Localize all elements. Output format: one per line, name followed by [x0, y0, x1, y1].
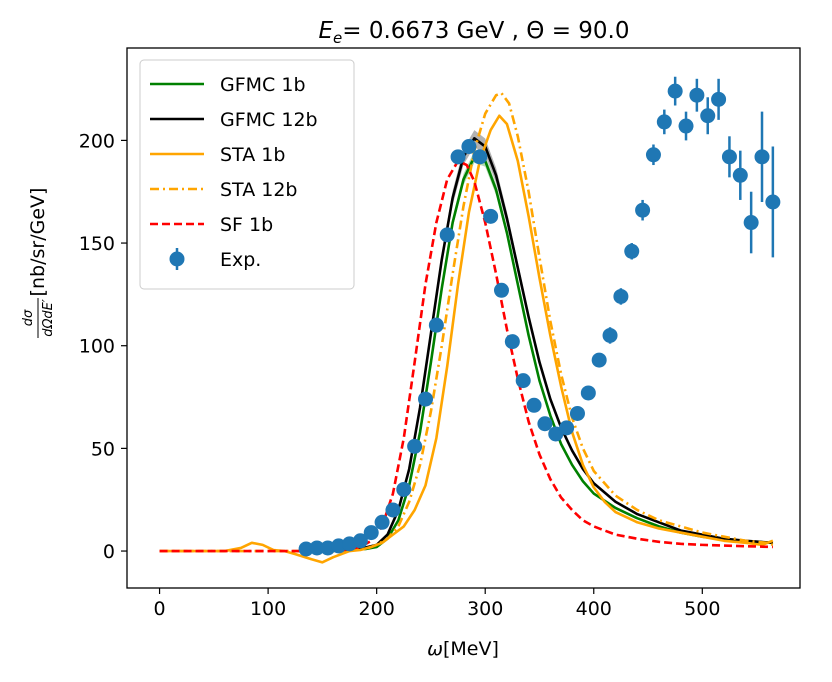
y-tick-label: 50 [91, 438, 115, 460]
legend-label: GFMC 12b [220, 109, 318, 131]
exp-data-point [602, 327, 618, 343]
exp-data-point [754, 149, 770, 165]
legend-label: STA 12b [220, 179, 297, 201]
y-tick-label: 150 [79, 233, 115, 255]
exp-data-point [483, 208, 499, 224]
exp-data-point [732, 167, 748, 183]
exp-data-point [678, 118, 694, 134]
x-tick-label: 200 [359, 598, 395, 620]
legend-label: SF 1b [220, 214, 273, 236]
exp-data-point [635, 202, 651, 218]
exp-data-point [428, 317, 444, 333]
exp-data-point [624, 243, 640, 259]
series-line-sta-1b [159, 114, 774, 564]
legend: GFMC 1b GFMC 12b STA 1b STA 12b SF 1b Exp. [139, 59, 355, 290]
series-line-gfmc-12b [300, 137, 773, 553]
exp-data-point [309, 540, 325, 556]
legend-label: STA 1b [220, 144, 285, 166]
exp-data-point [721, 149, 737, 165]
x-tick-label: 300 [467, 598, 503, 620]
x-axis: 0 100 200 300 400 500 [154, 588, 720, 620]
exp-data-point [559, 420, 575, 436]
y-axis-title: dσ dΩdE′ [nb/sr/GeV] [21, 188, 56, 338]
exp-data-point [418, 391, 434, 407]
exp-data-point [493, 282, 509, 298]
exp-data-point [298, 541, 314, 557]
exp-data-point [765, 194, 781, 210]
y-axis-frac-denominator: dΩdE′ [41, 299, 56, 337]
exp-data-point [667, 83, 683, 99]
exp-data-point [613, 288, 629, 304]
x-axis-title: ω[MeV] [427, 638, 499, 660]
exp-data-point [645, 147, 661, 163]
exp-data-point [591, 352, 607, 368]
exp-data-point [743, 215, 759, 231]
title-subscript: e [333, 29, 342, 47]
exp-data-point [689, 87, 705, 103]
y-tick-label: 100 [79, 336, 115, 358]
exp-data-point [656, 114, 672, 130]
y-tick-label: 0 [103, 541, 115, 563]
exp-data-point [363, 525, 379, 541]
exp-data-point [504, 334, 520, 350]
exp-data-point [472, 149, 488, 165]
y-axis-unit: [nb/sr/GeV] [27, 188, 49, 297]
exp-data-point [569, 405, 585, 421]
axes-frame [126, 47, 801, 589]
y-axis: 0 50 100 150 200 [79, 130, 127, 563]
legend-label: Exp. [220, 249, 261, 271]
exp-data-point [374, 514, 390, 530]
y-tick-label: 200 [79, 130, 115, 152]
y-axis-frac-numerator: dσ [21, 309, 36, 326]
plot-area [159, 76, 781, 564]
chart-title: Ee= 0.6673 GeV , Θ = 90.0 [318, 18, 629, 47]
exp-data-point [548, 426, 564, 442]
exp-data-point [515, 373, 531, 389]
exp-data-point [700, 108, 716, 124]
legend-box [139, 59, 355, 290]
x-tick-label: 100 [250, 598, 286, 620]
exp-data-point [526, 397, 542, 413]
x-tick-label: 500 [684, 598, 720, 620]
exp-data-point [385, 502, 401, 518]
exp-data-point [537, 416, 553, 432]
series-line-sf-1b [159, 159, 773, 553]
series-band [300, 130, 773, 552]
exp-data-point [352, 533, 368, 549]
series-line-sta-12b [159, 91, 774, 553]
exp-data-point [396, 481, 412, 497]
exp-data-point [711, 91, 727, 107]
x-tick-label: 400 [576, 598, 612, 620]
legend-marker [169, 251, 185, 267]
exp-data-point [407, 438, 423, 454]
x-tick-label: 0 [154, 598, 166, 620]
exp-data-point [450, 149, 466, 165]
exp-data-point [580, 385, 596, 401]
exp-data-point [439, 227, 455, 243]
series-line-gfmc-1b [300, 155, 773, 553]
legend-label: GFMC 1b [220, 74, 306, 96]
exp-data-point [461, 139, 477, 155]
